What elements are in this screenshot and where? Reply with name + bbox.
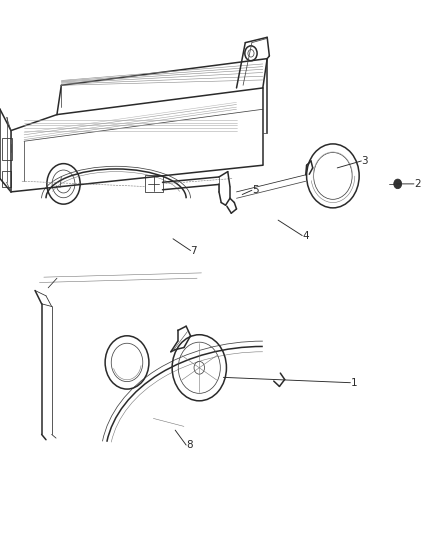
Text: 5: 5 xyxy=(252,185,258,195)
Text: 4: 4 xyxy=(302,231,309,240)
Text: 7: 7 xyxy=(191,246,197,255)
Text: 1: 1 xyxy=(350,378,357,387)
Text: 8: 8 xyxy=(186,440,193,450)
Text: 3: 3 xyxy=(361,156,368,166)
Circle shape xyxy=(394,179,402,189)
Text: 2: 2 xyxy=(414,179,420,189)
